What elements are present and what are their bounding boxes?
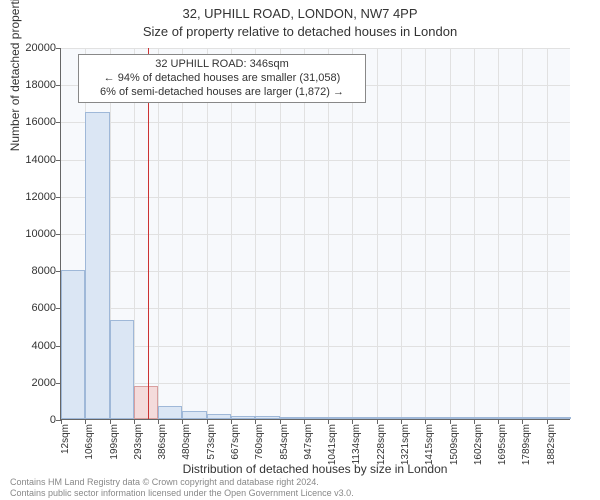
histogram-bar xyxy=(547,417,571,419)
y-tick-label: 2000 xyxy=(6,377,56,389)
gridline-vertical xyxy=(158,48,159,419)
y-tick-mark xyxy=(56,48,61,49)
marker-line xyxy=(148,48,149,419)
x-tick-label: 1882sqm xyxy=(546,424,557,474)
footer-line1: Contains HM Land Registry data © Crown c… xyxy=(10,477,354,487)
histogram-bar xyxy=(207,414,231,419)
histogram-bar-highlight xyxy=(134,386,158,419)
histogram-bar xyxy=(61,270,85,419)
histogram-bar xyxy=(328,417,352,419)
x-tick-label: 1134sqm xyxy=(351,424,362,474)
x-tick-label: 1415sqm xyxy=(424,424,435,474)
x-tick-label: 854sqm xyxy=(279,424,290,474)
x-tick-label: 386sqm xyxy=(157,424,168,474)
y-tick-label: 20000 xyxy=(6,42,56,54)
histogram-bar xyxy=(450,417,474,419)
gridline-vertical xyxy=(182,48,183,419)
gridline-vertical xyxy=(231,48,232,419)
x-tick-label: 293sqm xyxy=(133,424,144,474)
footer-attribution: Contains HM Land Registry data © Crown c… xyxy=(10,477,354,498)
chart-title-line2: Size of property relative to detached ho… xyxy=(0,24,600,39)
gridline-vertical xyxy=(522,48,523,419)
y-tick-mark xyxy=(56,122,61,123)
histogram-bar xyxy=(474,417,498,419)
x-tick-label: 760sqm xyxy=(254,424,265,474)
gridline-vertical xyxy=(328,48,329,419)
annotation-line: ← 94% of detached houses are smaller (31… xyxy=(85,72,359,86)
y-tick-mark xyxy=(56,234,61,235)
annotation-line: 32 UPHILL ROAD: 346sqm xyxy=(85,58,359,72)
histogram-bar xyxy=(110,320,134,419)
y-tick-label: 14000 xyxy=(6,154,56,166)
y-tick-label: 6000 xyxy=(6,302,56,314)
gridline-vertical xyxy=(377,48,378,419)
chart-container: 32, UPHILL ROAD, LONDON, NW7 4PP Size of… xyxy=(0,0,600,500)
x-tick-label: 1509sqm xyxy=(449,424,460,474)
gridline-vertical xyxy=(547,48,548,419)
gridline-horizontal xyxy=(61,234,570,235)
chart-title-line1: 32, UPHILL ROAD, LONDON, NW7 4PP xyxy=(0,6,600,21)
histogram-bar xyxy=(352,417,376,419)
gridline-vertical xyxy=(498,48,499,419)
gridline-vertical xyxy=(474,48,475,419)
y-tick-label: 12000 xyxy=(6,191,56,203)
gridline-horizontal xyxy=(61,48,570,49)
y-tick-label: 16000 xyxy=(6,116,56,128)
y-tick-label: 18000 xyxy=(6,79,56,91)
histogram-bar xyxy=(255,416,279,419)
x-tick-label: 1695sqm xyxy=(497,424,508,474)
annotation-box: 32 UPHILL ROAD: 346sqm← 94% of detached … xyxy=(78,54,366,103)
histogram-bar xyxy=(280,417,304,419)
gridline-horizontal xyxy=(61,122,570,123)
plot-area xyxy=(60,48,570,420)
gridline-vertical xyxy=(352,48,353,419)
x-tick-label: 573sqm xyxy=(206,424,217,474)
annotation-line: 6% of semi-detached houses are larger (1… xyxy=(85,86,359,100)
gridline-horizontal xyxy=(61,160,570,161)
histogram-bar xyxy=(85,112,109,419)
y-tick-label: 10000 xyxy=(6,228,56,240)
histogram-bar xyxy=(304,417,328,419)
gridline-horizontal xyxy=(61,271,570,272)
x-tick-label: 1228sqm xyxy=(376,424,387,474)
x-tick-label: 667sqm xyxy=(230,424,241,474)
gridline-vertical xyxy=(425,48,426,419)
x-tick-label: 1321sqm xyxy=(400,424,411,474)
histogram-bar xyxy=(377,417,401,419)
footer-line2: Contains public sector information licen… xyxy=(10,488,354,498)
y-tick-mark xyxy=(56,197,61,198)
histogram-bar xyxy=(401,417,425,419)
y-axis-label: Number of detached properties xyxy=(8,0,22,151)
gridline-horizontal xyxy=(61,383,570,384)
gridline-horizontal xyxy=(61,308,570,309)
gridline-vertical xyxy=(401,48,402,419)
y-tick-label: 4000 xyxy=(6,340,56,352)
x-tick-label: 199sqm xyxy=(109,424,120,474)
y-tick-label: 8000 xyxy=(6,265,56,277)
histogram-bar xyxy=(158,406,182,419)
x-tick-label: 12sqm xyxy=(60,424,71,474)
histogram-bar xyxy=(231,416,255,419)
x-tick-label: 947sqm xyxy=(303,424,314,474)
histogram-bar xyxy=(425,417,449,419)
gridline-vertical xyxy=(134,48,135,419)
x-tick-label: 480sqm xyxy=(181,424,192,474)
x-tick-label: 1602sqm xyxy=(473,424,484,474)
y-tick-mark xyxy=(56,85,61,86)
gridline-vertical xyxy=(255,48,256,419)
gridline-horizontal xyxy=(61,197,570,198)
gridline-vertical xyxy=(304,48,305,419)
gridline-vertical xyxy=(450,48,451,419)
x-tick-label: 1789sqm xyxy=(521,424,532,474)
y-tick-mark xyxy=(56,160,61,161)
y-tick-label: 0 xyxy=(6,414,56,426)
x-tick-label: 1041sqm xyxy=(327,424,338,474)
histogram-bar xyxy=(522,417,546,419)
x-tick-label: 106sqm xyxy=(84,424,95,474)
gridline-vertical xyxy=(280,48,281,419)
gridline-horizontal xyxy=(61,346,570,347)
gridline-vertical xyxy=(207,48,208,419)
histogram-bar xyxy=(182,411,206,419)
histogram-bar xyxy=(498,417,522,419)
